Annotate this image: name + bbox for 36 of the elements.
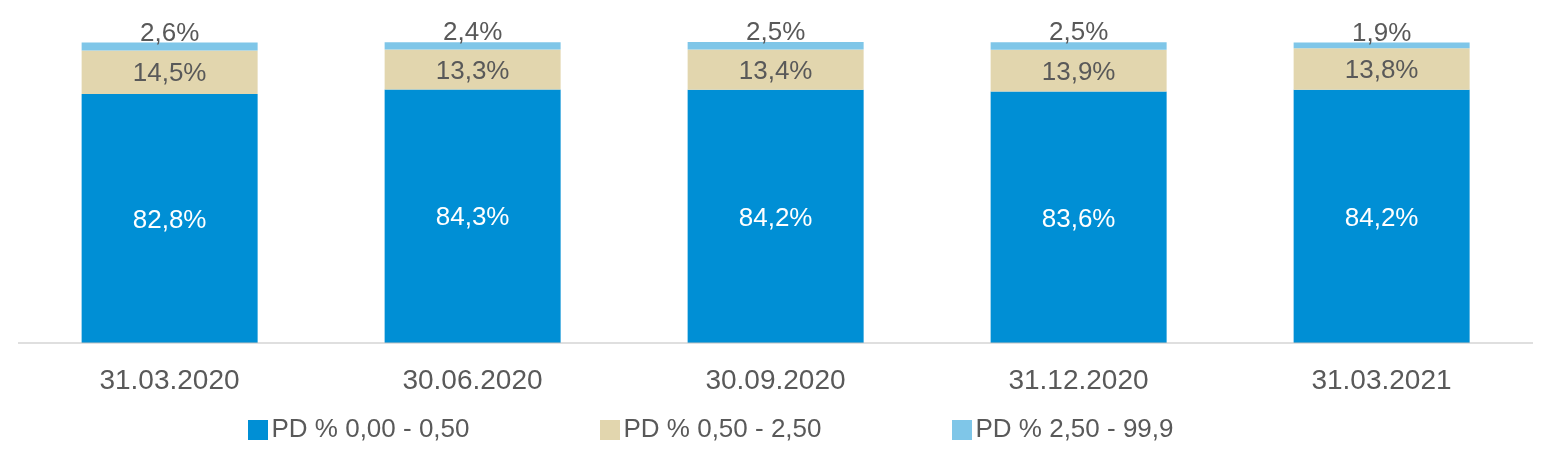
data-label: 2,5%	[746, 16, 806, 46]
bar	[1293, 48, 1470, 90]
data-label: 82,8%	[132, 203, 207, 234]
data-label: 13,4%	[738, 54, 813, 85]
x-tick-label: 31.12.2020	[1008, 363, 1149, 395]
x-tick-label: 30.06.2020	[402, 363, 543, 395]
x-tick-label: 31.03.2020	[99, 363, 240, 395]
bar	[81, 50, 258, 95]
bar	[687, 49, 864, 90]
data-label: 83,6%	[1041, 202, 1116, 233]
bar	[990, 42, 1167, 50]
data-label: 13,9%	[1041, 55, 1116, 86]
legend-label: PD % 0,00 - 0,50	[271, 413, 470, 443]
bar	[81, 94, 258, 343]
bar	[990, 91, 1167, 343]
data-label: 1,9%	[1352, 16, 1412, 47]
bar	[1293, 89, 1470, 343]
data-label: 2,6%	[140, 16, 200, 47]
bar	[687, 42, 864, 50]
data-label: 2,4%	[443, 16, 503, 47]
bar	[384, 49, 561, 90]
data-label: 14,5%	[132, 57, 207, 88]
bar	[687, 89, 864, 343]
x-tick-label: 31.03.2021	[1311, 363, 1452, 395]
bar	[990, 49, 1167, 92]
bar	[384, 42, 561, 50]
bar	[384, 89, 561, 343]
legend-label: PD % 2,50 - 99,9	[975, 413, 1174, 443]
data-label: 84,2%	[738, 201, 813, 232]
data-label: 84,3%	[435, 201, 510, 232]
data-label: 13,8%	[1344, 54, 1419, 85]
data-label: 2,5%	[1049, 16, 1109, 47]
data-label: 84,2%	[1344, 201, 1419, 232]
x-tick-label: 30.09.2020	[705, 363, 846, 395]
legend-label: PD % 0,50 - 2,50	[623, 413, 822, 443]
data-label: 13,3%	[435, 54, 510, 85]
